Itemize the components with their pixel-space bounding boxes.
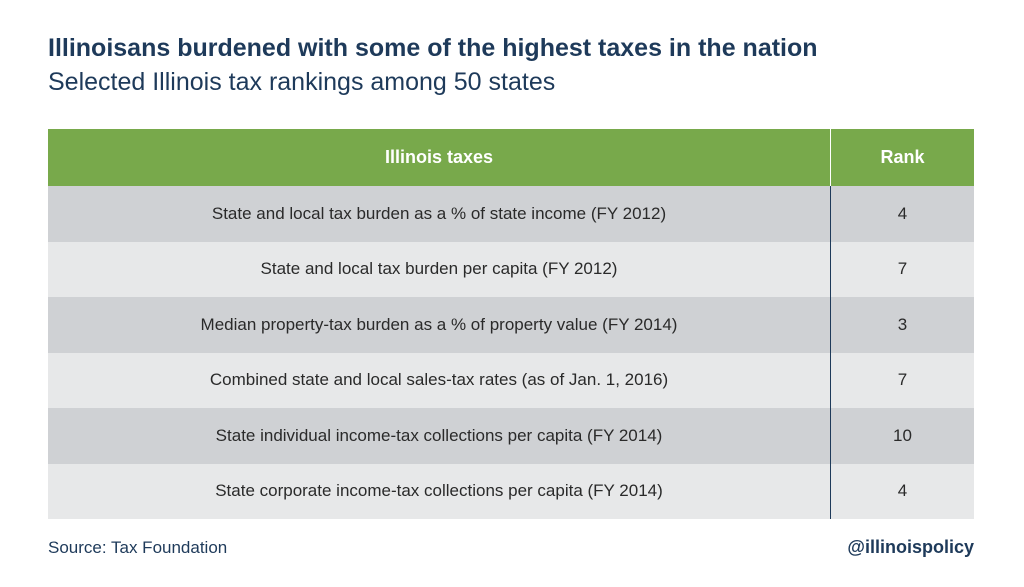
- table-row: State and local tax burden per capita (F…: [48, 241, 974, 297]
- rank-cell: 4: [897, 203, 908, 223]
- tax-label-cell: Median property-tax burden as a % of pro…: [48, 297, 831, 353]
- column-header-rank: Rank: [880, 147, 925, 167]
- table-body: State and local tax burden as a % of sta…: [48, 186, 974, 519]
- table-row: Combined state and local sales-tax rates…: [48, 352, 974, 408]
- rank-cell: 7: [897, 259, 908, 279]
- rank-cell: 7: [897, 370, 908, 390]
- rank-cell: 4: [897, 481, 908, 501]
- tax-label-cell: Combined state and local sales-tax rates…: [48, 352, 831, 408]
- rank-cell: 3: [897, 314, 908, 334]
- rank-cell: 10: [893, 425, 912, 445]
- chart-title: Illinoisans burdened with some of the hi…: [48, 34, 818, 62]
- source-note: Source: Tax Foundation: [48, 538, 228, 557]
- table-row: State corporate income-tax collections p…: [48, 463, 974, 519]
- tax-label-cell: State corporate income-tax collections p…: [48, 463, 831, 519]
- chart-subtitle: Selected Illinois tax rankings among 50 …: [48, 68, 556, 96]
- table-row: State individual income-tax collections …: [48, 408, 974, 464]
- tax-label-cell: State and local tax burden as a % of sta…: [48, 186, 831, 242]
- tax-label-cell: State and local tax burden per capita (F…: [48, 241, 831, 297]
- tax-rankings-table: Illinois taxes Rank State and local tax …: [48, 129, 974, 519]
- column-header-taxes: Illinois taxes: [48, 129, 831, 186]
- social-handle: @illinoispolicy: [847, 537, 974, 557]
- table-header: Illinois taxes Rank: [48, 129, 974, 186]
- table-row: Median property-tax burden as a % of pro…: [48, 297, 974, 353]
- tax-label-cell: State individual income-tax collections …: [48, 408, 831, 464]
- table-row: State and local tax burden as a % of sta…: [48, 186, 974, 242]
